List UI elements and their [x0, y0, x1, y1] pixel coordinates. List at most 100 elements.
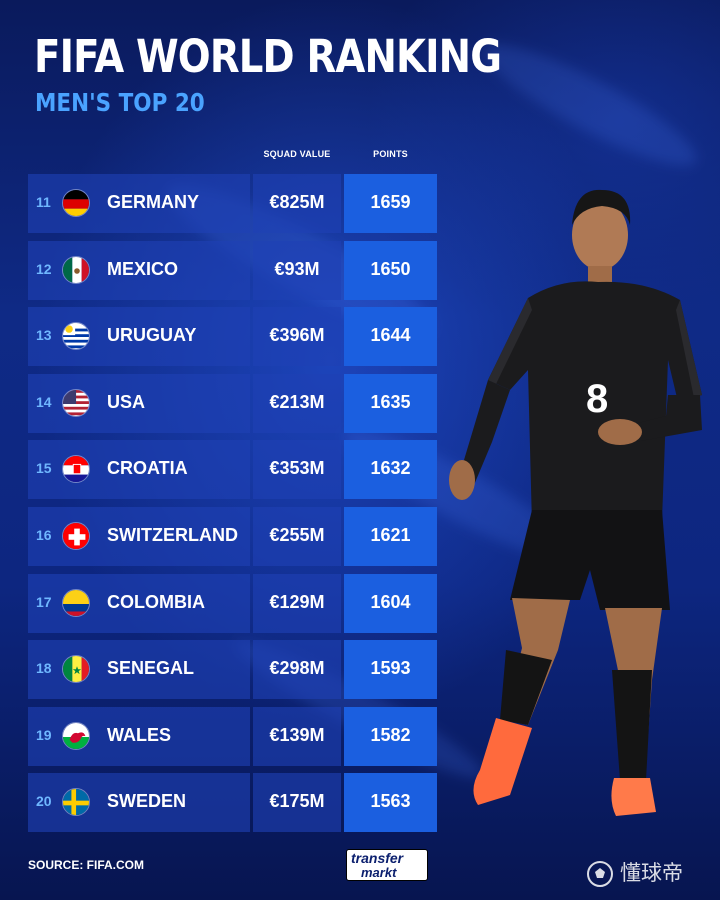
- country-name: SWEDEN: [107, 791, 187, 812]
- points-cell: 1593: [344, 640, 437, 700]
- page-title: FIFA WORLD RANKING: [34, 30, 502, 83]
- country-cell: 16 SWITZERLAND: [28, 507, 250, 566]
- points-value: 1604: [370, 591, 411, 612]
- wales-flag-icon: [62, 721, 90, 750]
- country-name: SWITZERLAND: [107, 525, 238, 545]
- logo-text-line2: markt: [361, 865, 397, 880]
- column-header-squad-value: SQUAD VALUE: [263, 149, 331, 159]
- points-value: 1635: [370, 391, 411, 412]
- squad-value-cell: €396M: [253, 307, 341, 367]
- points-value: 1563: [370, 791, 411, 812]
- shirt-number: 8: [586, 377, 608, 421]
- points-cell: 1582: [344, 706, 437, 766]
- squad-value: €396M: [269, 325, 325, 346]
- squad-value: €129M: [269, 591, 325, 612]
- table-row: 11 GERMANY €825M 1659: [28, 174, 438, 233]
- points-value: 1644: [370, 325, 411, 346]
- rank-number: 13: [36, 327, 52, 344]
- table-row: 18 SENEGAL €298M 1593: [28, 640, 438, 700]
- squad-value-cell: €129M: [253, 573, 341, 633]
- country-name: WALES: [107, 724, 172, 745]
- squad-value-cell: €353M: [253, 440, 341, 500]
- squad-value-cell: €825M: [253, 174, 341, 233]
- mexico-flag-icon: [62, 255, 90, 284]
- points-cell: 1604: [344, 573, 437, 633]
- squad-value-cell: €93M: [253, 240, 341, 300]
- uruguay-flag-icon: [62, 322, 90, 351]
- squad-value: €139M: [269, 724, 325, 745]
- player-illustration: 8: [449, 189, 702, 816]
- rank-number: 11: [36, 194, 51, 210]
- points-cell: 1563: [344, 773, 437, 833]
- points-value: 1582: [370, 724, 411, 745]
- source-label: SOURCE: FIFA.COM: [28, 858, 144, 872]
- country-name: GERMANY: [107, 192, 200, 212]
- squad-value-cell: €255M: [253, 507, 341, 566]
- table-row: 12 MEXICO €93M 1650: [28, 240, 438, 300]
- squad-value: €298M: [269, 658, 325, 679]
- points-value: 1650: [370, 258, 411, 279]
- table-row: 17 COLOMBIA €129M 1604: [28, 573, 438, 633]
- sweden-flag-icon: [62, 788, 90, 817]
- squad-value-cell: €213M: [253, 373, 341, 433]
- table-row: 16 SWITZERLAND €255M 1621: [28, 507, 438, 566]
- points-cell: 1635: [344, 373, 437, 433]
- country-name: COLOMBIA: [107, 591, 205, 612]
- germany-flag-icon: [62, 189, 90, 217]
- colombia-flag-icon: [62, 588, 90, 617]
- table-row: 19 WALES €139M 1582: [28, 706, 438, 766]
- logo-text-line1: transfer: [351, 850, 404, 866]
- rank-number: 17: [36, 593, 52, 610]
- column-header-points: POINTS: [373, 149, 408, 159]
- squad-value: €213M: [269, 391, 325, 412]
- country-name: CROATIA: [107, 458, 188, 479]
- country-cell: 17 COLOMBIA: [28, 573, 250, 633]
- transfermarkt-logo: transfer markt: [346, 849, 428, 881]
- table-row: 20 SWEDEN €175M 1563: [28, 773, 438, 833]
- points-cell: 1621: [344, 507, 437, 566]
- points-value: 1621: [370, 525, 411, 545]
- country-name: USA: [107, 391, 146, 412]
- country-cell: 12 MEXICO: [28, 240, 250, 300]
- rank-number: 18: [36, 660, 52, 677]
- country-name: URUGUAY: [107, 325, 197, 346]
- squad-value: €255M: [269, 525, 325, 545]
- rank-number: 14: [36, 393, 52, 410]
- rank-number: 15: [36, 460, 52, 477]
- points-value: 1593: [370, 658, 411, 679]
- switzerland-flag-icon: [62, 522, 90, 550]
- points-value: 1659: [370, 192, 411, 212]
- country-cell: 14 USA: [28, 373, 250, 433]
- senegal-flag-icon: [62, 655, 90, 684]
- table-row: 14 USA €213M 1635: [28, 373, 438, 433]
- country-cell: 18 SENEGAL: [28, 640, 250, 700]
- squad-value-cell: €175M: [253, 773, 341, 833]
- usa-flag-icon: [62, 388, 90, 417]
- country-cell: 15 CROATIA: [28, 440, 250, 500]
- football-icon: [587, 861, 613, 887]
- squad-value: €175M: [269, 791, 325, 812]
- watermark-text: 懂球帝: [620, 861, 683, 885]
- squad-value-cell: €298M: [253, 640, 341, 700]
- rank-number: 16: [36, 527, 52, 543]
- table-row: 13 URUGUAY €396M 1644: [28, 307, 438, 367]
- country-name: MEXICO: [107, 258, 179, 279]
- points-cell: 1644: [344, 307, 437, 367]
- points-value: 1632: [370, 458, 411, 479]
- points-cell: 1659: [344, 174, 437, 233]
- squad-value-cell: €139M: [253, 706, 341, 766]
- country-cell: 13 URUGUAY: [28, 307, 250, 367]
- rank-number: 12: [36, 260, 52, 277]
- table-row: 15 CROATIA €353M 1632: [28, 440, 438, 500]
- croatia-flag-icon: [62, 455, 90, 484]
- rank-number: 19: [36, 726, 52, 743]
- country-cell: 19 WALES: [28, 706, 250, 766]
- country-name: SENEGAL: [107, 658, 195, 679]
- points-cell: 1650: [344, 240, 437, 300]
- page-subtitle: MEN'S TOP 20: [35, 88, 205, 117]
- squad-value: €93M: [274, 258, 320, 279]
- country-cell: 11 GERMANY: [28, 174, 250, 233]
- squad-value: €825M: [269, 192, 325, 212]
- points-cell: 1632: [344, 440, 437, 500]
- rank-number: 20: [36, 793, 52, 810]
